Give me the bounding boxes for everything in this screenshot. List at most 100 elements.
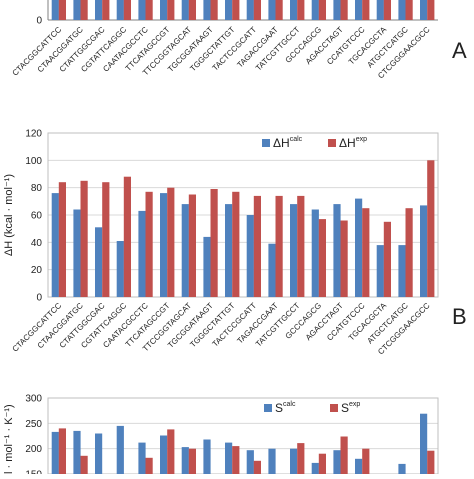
y-axis-label: ΔH (kcal · mol⁻¹) [3,174,15,256]
bar-exp [210,0,218,20]
legend-superscript: exp [356,136,367,143]
bar-calc [203,0,211,20]
bar-calc [420,413,428,474]
bar-exp [145,0,153,20]
bar-calc [225,204,233,297]
bar-exp [58,182,66,297]
bar-calc [203,236,211,297]
bar-exp [253,0,261,20]
bar-exp [253,460,261,474]
bar-exp [167,0,175,20]
bar-exp [297,443,305,474]
bar-exp [232,446,240,474]
bar-calc [51,0,59,20]
bar-calc [398,0,406,20]
bar-exp [123,176,131,297]
bar-exp [253,195,261,297]
bar-exp [362,208,370,297]
bar-calc [181,447,189,474]
bar-calc [355,0,363,20]
bar-exp [275,0,283,20]
bar-calc [398,463,406,474]
panel-c-chart: 150 200 250 300 S (cal · mol⁻¹ · K⁻¹) Scalc Se… [3,394,439,479]
bar-calc [181,204,189,297]
bar-calc [116,0,124,20]
bar-calc [95,227,103,297]
panel-label-b: B [452,304,467,329]
plot-frame [47,132,439,298]
bar-calc [73,430,81,474]
y-tick-label: 20 [31,265,43,276]
bar-exp [405,0,413,20]
legend-swatch-exp [330,404,338,412]
bar-exp [102,0,110,20]
legend-swatch-calc [262,139,270,147]
bar-calc [225,442,233,474]
bar-exp [80,180,88,297]
bar-exp [362,448,370,474]
bar-exp [383,0,391,20]
bar-calc [290,204,298,297]
legend-superscript: calc [290,136,303,143]
bar-exp [232,191,240,297]
bar-exp [232,0,240,20]
bar-calc [311,0,319,20]
y-tick-label: 300 [25,394,42,405]
legend-label-calc: Scalc [275,401,296,415]
bar-calc [268,448,276,474]
bar-exp [383,221,391,297]
bar-exp [340,220,348,297]
bar-calc [138,0,146,20]
bar-calc [116,425,124,474]
bar-calc [160,193,168,297]
legend-label-calc: ΔHcalc [273,136,303,150]
bar-calc [268,0,276,20]
bar-exp [318,0,326,20]
bar-exp [362,0,370,20]
bar-exp [58,428,66,474]
y-tick-label: 200 [25,444,42,455]
bar-exp [340,0,348,20]
bar-exp [427,0,435,20]
bar-calc [95,433,103,474]
y-tick-label: 40 [31,238,43,249]
y-axis-label: S (cal · mol⁻¹ · K⁻¹) [3,404,15,474]
bar-exp [102,182,110,297]
bar-calc [225,0,233,20]
y-tick-label: 150 [25,470,42,475]
panel-a-chart: 0CTACGGCATTCCCTAACGGATGCCTATTGGCGACCGTAT… [11,0,438,80]
bar-exp [80,0,88,20]
y-tick-label: 250 [25,419,42,430]
bar-exp [145,191,153,297]
bar-exp [340,436,348,474]
bar-calc [355,458,363,474]
bar-calc [181,0,189,20]
bar-exp [405,208,413,297]
bar-calc [160,0,168,20]
bar-calc [333,0,341,20]
bar-exp [58,0,66,20]
bar-calc [290,0,298,20]
bar-calc [398,245,406,297]
bar-calc [246,0,254,20]
legend-label-exp: ΔHexp [339,136,367,150]
bar-exp [210,189,218,297]
bar-exp [297,195,305,297]
bar-calc [73,0,81,20]
bar-exp [188,448,196,474]
legend-superscript: exp [349,401,360,408]
bar-calc [73,209,81,297]
bar-exp [167,429,175,474]
bar-calc [333,450,341,474]
y-tick-label: 80 [31,183,43,194]
bar-exp [318,219,326,297]
bar-exp [123,0,131,20]
bar-calc [246,450,254,474]
bar-calc [95,0,103,20]
legend-swatch-exp [328,139,336,147]
bar-calc [333,204,341,297]
bar-exp [427,450,435,474]
y-tick-label: 0 [36,16,42,27]
bar-calc [420,0,428,20]
